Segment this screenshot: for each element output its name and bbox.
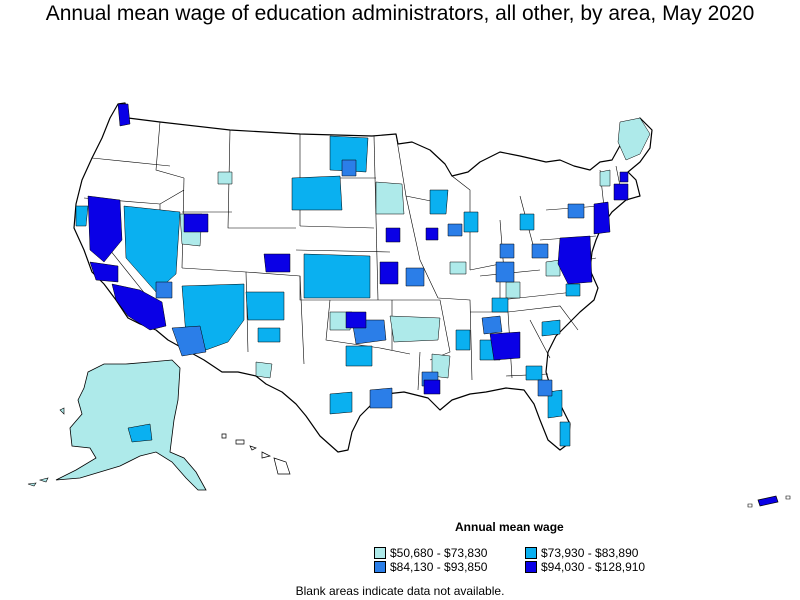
area-houston	[369, 387, 393, 409]
area-north-dakota-west	[329, 135, 369, 173]
area-montana	[217, 171, 233, 185]
area-iowa	[429, 189, 449, 215]
area-missouri-kc	[405, 267, 425, 287]
area-florida-south	[559, 421, 571, 447]
legend-label-3: $73,930 - $83,890	[541, 546, 639, 560]
area-mississippi	[455, 329, 471, 351]
area-new-mexico-south	[255, 361, 273, 379]
alaska-islands	[27, 407, 65, 487]
area-dc-baltimore	[557, 235, 593, 285]
area-oregon-coast	[75, 205, 89, 227]
area-maine-south	[619, 171, 629, 183]
area-utah	[155, 281, 173, 299]
area-iowa-east	[385, 227, 401, 243]
hawaii	[221, 433, 291, 475]
legend-item-1: $50,680 - $73,830	[374, 546, 487, 560]
area-colorado-denver	[263, 253, 291, 273]
area-kansas-east	[505, 281, 521, 299]
area-illinois	[463, 211, 479, 233]
area-north-dakota	[375, 181, 405, 215]
area-arizona-phoenix	[171, 325, 207, 357]
legend-title: Annual mean wage	[455, 520, 564, 534]
legend-item-3: $73,930 - $83,890	[525, 546, 638, 560]
area-north-carolina	[541, 319, 561, 337]
legend-label-2: $84,130 - $93,850	[390, 560, 488, 574]
area-illinois-chicago	[425, 227, 439, 241]
area-ohio	[531, 243, 549, 259]
legend-item-4: $94,030 - $128,910	[525, 560, 645, 574]
area-west-virginia	[545, 259, 561, 277]
area-vermont	[599, 169, 611, 187]
area-florida-gulf	[547, 389, 563, 419]
area-georgia	[481, 315, 503, 335]
area-florida-north	[537, 379, 553, 397]
data-availability-note: Blank areas indicate data not available.	[295, 584, 505, 598]
area-indiana	[499, 243, 515, 259]
legend-item-2: $84,130 - $93,850	[374, 560, 487, 574]
area-georgia-east	[525, 365, 543, 381]
area-texas-central	[345, 345, 373, 367]
map-title: Annual mean wage of education administra…	[45, 2, 755, 25]
area-kansas	[303, 253, 371, 299]
legend-swatch-1	[374, 546, 386, 559]
area-washington-seattle	[117, 103, 131, 127]
area-missouri-stl	[379, 261, 399, 285]
area-oklahoma-tulsa	[345, 311, 367, 329]
legend-swatch-3	[525, 546, 537, 559]
legend-swatch-4	[525, 560, 537, 573]
area-south-texas	[329, 391, 353, 415]
area-virginia	[565, 283, 581, 297]
puerto-rico	[757, 495, 779, 507]
area-california-north	[87, 195, 123, 263]
legend-label-4: $94,030 - $128,910	[541, 560, 646, 574]
area-idaho	[183, 213, 209, 233]
area-alaska-south	[127, 423, 153, 443]
area-oklahoma	[389, 315, 441, 343]
legend-swatch-2	[374, 560, 386, 573]
area-new-york-city	[593, 201, 611, 235]
shaded-areas	[75, 103, 651, 447]
area-tennessee	[491, 297, 509, 313]
legend-label-1: $50,680 - $73,830	[390, 546, 488, 560]
area-new-york-west	[567, 203, 585, 219]
puerto-rico-islands	[747, 495, 791, 508]
area-kentucky	[495, 261, 515, 283]
area-california-central	[89, 261, 119, 283]
area-new-orleans	[423, 379, 441, 395]
alaska	[55, 359, 207, 491]
area-new-mexico	[257, 327, 281, 343]
area-wisconsin	[447, 223, 463, 237]
area-colorado	[245, 291, 285, 321]
area-maine-north	[617, 117, 651, 161]
area-atlanta	[489, 331, 521, 361]
area-missouri	[449, 261, 467, 275]
area-south-dakota	[291, 175, 343, 211]
area-california-south	[111, 283, 167, 331]
area-michigan	[519, 213, 535, 231]
area-minnesota	[341, 159, 357, 177]
area-boston	[613, 183, 629, 201]
